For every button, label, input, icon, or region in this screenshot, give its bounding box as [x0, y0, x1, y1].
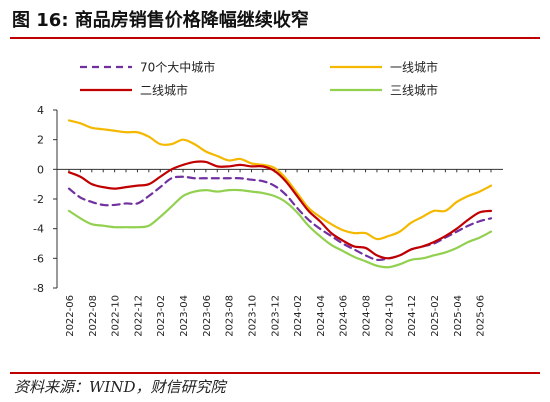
legend-label: 70个大中城市	[140, 60, 215, 75]
x-tick-label: 2025-04	[453, 295, 464, 337]
x-tick-label: 2022-06	[65, 295, 76, 337]
x-tick-label: 2022-08	[88, 295, 99, 337]
x-tick-label: 2023-10	[247, 295, 258, 337]
x-tick-label: 2023-08	[225, 295, 236, 337]
series-line	[67, 119, 493, 241]
y-tick-label: -2	[33, 193, 44, 206]
y-tick-label: -8	[33, 282, 44, 295]
x-tick-label: 2023-02	[156, 295, 167, 337]
x-tick-label: 2023-06	[202, 295, 213, 337]
x-tick-label: 2024-10	[384, 295, 395, 337]
x-tick-label: 2025-02	[430, 295, 441, 337]
y-tick-label: 4	[37, 104, 44, 117]
legend-label: 三线城市	[390, 83, 438, 98]
x-tick-label: 2025-06	[476, 295, 487, 337]
title-rule	[10, 37, 540, 39]
y-tick-label: 0	[37, 163, 44, 176]
y-tick-label: 2	[37, 134, 44, 147]
x-tick-label: 2022-12	[133, 295, 144, 337]
chart-axes: 4 2 0 -2 -4 -6 -8 2022-06 2022-08 2022-10 2022-12 2…	[33, 104, 503, 337]
figure-title: 图 16: 商品房销售价格降幅继续收窄	[12, 10, 309, 31]
x-tick-label: 2024-12	[407, 295, 418, 337]
x-tick-label: 2024-02	[293, 295, 304, 337]
series-line	[67, 160, 493, 260]
x-tick-label: 2024-06	[339, 295, 350, 337]
x-tick-label: 2023-04	[179, 295, 190, 337]
chart-series	[67, 119, 493, 269]
y-tick-label: -4	[33, 223, 44, 236]
legend-label: 一线城市	[390, 60, 438, 75]
line-chart: 4 2 0 -2 -4 -6 -8 2022-06 2022-08 2022-10 2022-12 2…	[33, 60, 503, 337]
x-tick-label: 2023-12	[270, 295, 281, 337]
bottom-rule	[10, 372, 540, 374]
x-tick-label: 2024-08	[362, 295, 373, 337]
y-tick-label: -6	[33, 252, 44, 265]
series-line	[67, 188, 493, 269]
series-line	[67, 175, 493, 262]
x-tick-label: 2022-10	[111, 295, 122, 337]
x-tick-label: 2024-04	[316, 295, 327, 337]
source-note: 资料来源：WIND，财信研究院	[14, 378, 226, 396]
legend-label: 二线城市	[140, 83, 188, 98]
